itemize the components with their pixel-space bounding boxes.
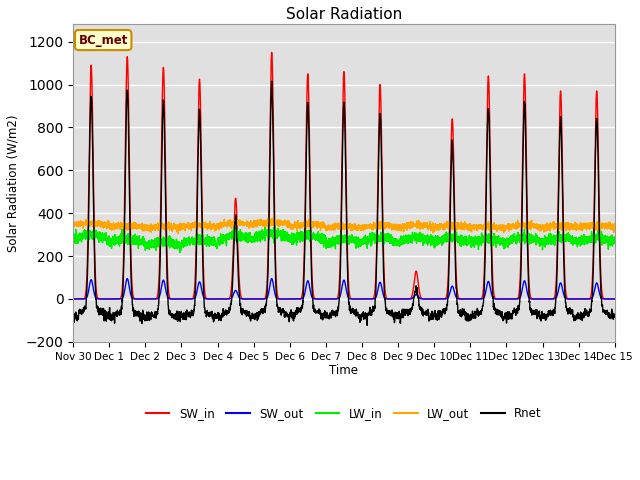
Rnet	[268, 78, 276, 84]
SW_in	[69, 296, 77, 302]
SW_out	[69, 296, 77, 302]
SW_out	[611, 296, 618, 302]
LW_out	[435, 224, 443, 229]
SW_out	[166, 296, 174, 302]
SW_in	[268, 49, 276, 55]
Line: LW_in: LW_in	[73, 227, 614, 252]
Rnet	[496, 311, 504, 316]
LW_out	[166, 225, 174, 230]
LW_out	[324, 225, 332, 231]
SW_out	[324, 296, 332, 302]
Line: SW_out: SW_out	[73, 278, 614, 299]
SW_in	[610, 296, 618, 302]
LW_in	[496, 237, 504, 242]
Title: Solar Radiation: Solar Radiation	[286, 7, 402, 22]
LW_in	[435, 235, 443, 241]
Rnet	[435, 313, 443, 319]
Y-axis label: Solar Radiation (W/m2): Solar Radiation (W/m2)	[7, 114, 20, 252]
SW_out	[124, 276, 131, 281]
Line: SW_in: SW_in	[73, 52, 614, 299]
LW_out	[496, 227, 504, 232]
LW_out	[69, 220, 77, 226]
LW_out	[611, 220, 618, 226]
SW_in	[611, 296, 618, 302]
Rnet	[611, 314, 618, 320]
LW_in	[69, 237, 77, 242]
LW_in	[465, 232, 473, 238]
Rnet	[364, 323, 371, 328]
SW_out	[610, 296, 618, 302]
X-axis label: Time: Time	[330, 364, 358, 377]
LW_out	[269, 216, 276, 221]
SW_out	[465, 296, 473, 302]
LW_in	[611, 236, 618, 241]
Line: LW_out: LW_out	[73, 218, 614, 233]
SW_in	[435, 296, 443, 302]
Line: Rnet: Rnet	[73, 81, 614, 325]
LW_out	[465, 227, 473, 233]
Text: BC_met: BC_met	[79, 34, 128, 47]
Rnet	[69, 314, 77, 320]
SW_out	[496, 296, 504, 302]
LW_in	[324, 238, 332, 244]
SW_in	[496, 296, 504, 302]
LW_in	[176, 250, 184, 255]
LW_in	[611, 234, 618, 240]
LW_in	[166, 239, 174, 244]
Legend: SW_in, SW_out, LW_in, LW_out, Rnet: SW_in, SW_out, LW_in, LW_out, Rnet	[141, 402, 547, 425]
Rnet	[324, 312, 332, 317]
SW_out	[435, 296, 443, 302]
SW_in	[465, 296, 473, 302]
LW_out	[611, 229, 618, 235]
Rnet	[166, 310, 174, 316]
LW_out	[174, 230, 182, 236]
SW_in	[324, 296, 332, 302]
Rnet	[611, 314, 618, 320]
Rnet	[465, 318, 473, 324]
SW_in	[166, 296, 174, 301]
LW_in	[261, 224, 269, 229]
